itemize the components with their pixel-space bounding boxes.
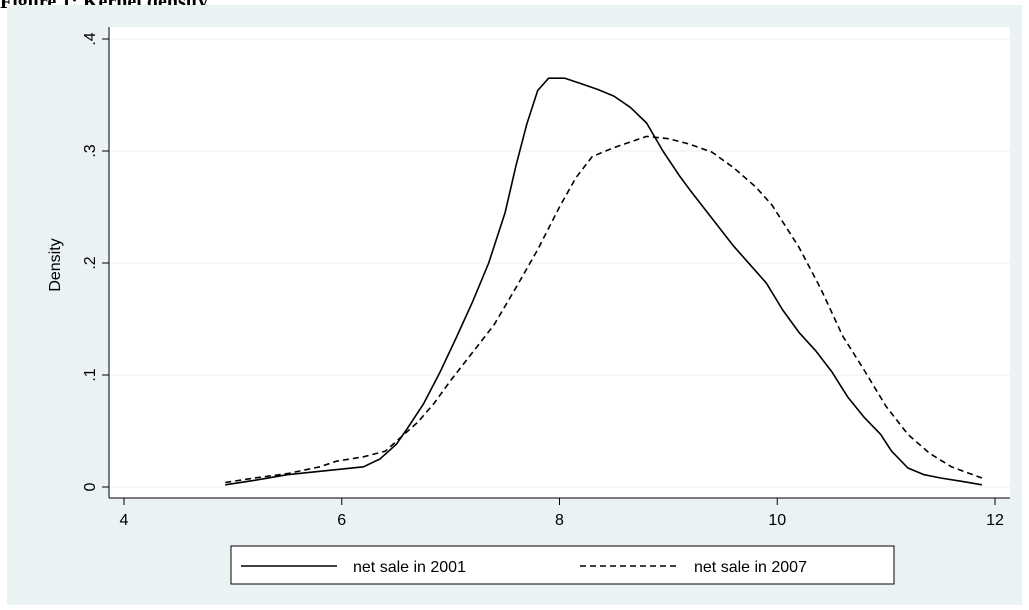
grid-lines xyxy=(109,38,1010,488)
x-tick-label: 12 xyxy=(986,512,1004,529)
y-tick-label: .1 xyxy=(82,368,99,381)
x-tick-label: 4 xyxy=(120,512,129,529)
y-axis-ticks: 0 .1 .2 .3 .4 xyxy=(82,32,109,491)
legend-box xyxy=(230,545,895,585)
y-axis-label: Density xyxy=(47,238,64,291)
y-tick-label: 0 xyxy=(82,482,99,491)
y-tick-label: .3 xyxy=(82,144,99,157)
legend-label-2007: net sale in 2007 xyxy=(694,559,807,576)
x-axis-ticks: 4 6 8 10 12 xyxy=(120,498,1004,529)
x-tick-label: 10 xyxy=(768,512,786,529)
legend: net sale in 2001 net sale in 2007 xyxy=(230,545,895,585)
legend-label-2001: net sale in 2001 xyxy=(353,559,466,576)
x-tick-label: 8 xyxy=(555,512,564,529)
y-tick-label: .2 xyxy=(82,256,99,269)
y-tick-label: .4 xyxy=(82,32,99,45)
x-tick-label: 6 xyxy=(337,512,346,529)
series-layer xyxy=(225,77,983,486)
